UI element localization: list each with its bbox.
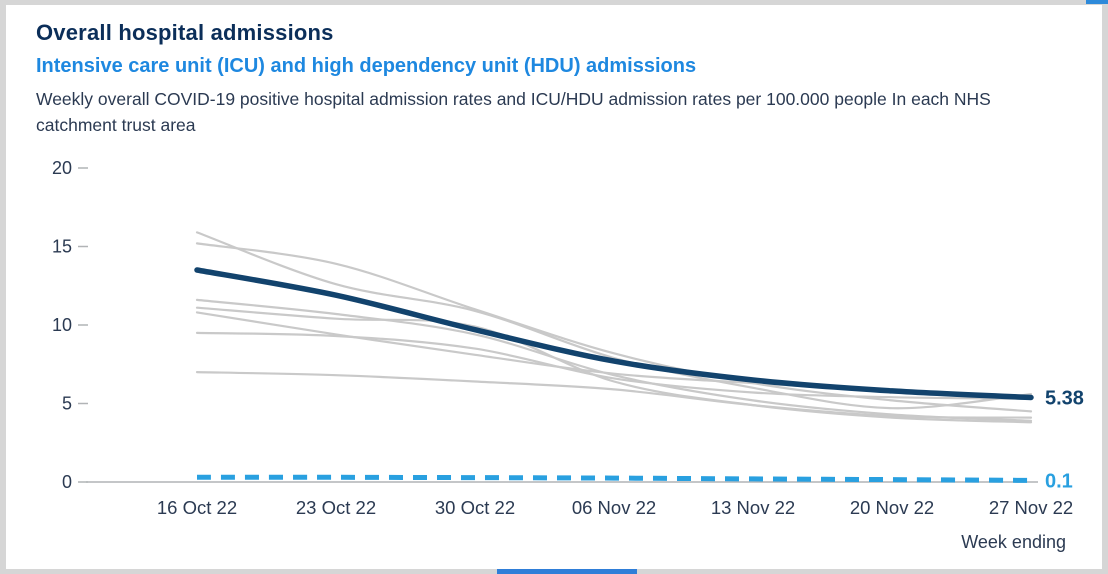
chart-header: Overall hospital admissions Intensive ca… [36,20,1036,139]
y-tick-label: 5 [62,394,72,414]
x-tick-label: 23 Oct 22 [296,497,376,518]
series-trust-area-3 [195,298,1033,422]
y-tick-label: 15 [52,237,72,257]
cropped-ui-fragment-bottom [497,569,637,574]
y-tick-label: 0 [62,472,72,492]
x-tick-label: 27 Nov 22 [989,497,1073,518]
x-tick-label: 06 Nov 22 [572,497,656,518]
chart-description: Weekly overall COVID-19 positive hospita… [36,89,991,136]
x-tick-label: 20 Nov 22 [850,497,934,518]
end-label-overall-admissions: 5.38 [1045,388,1084,410]
chart-card [6,5,1102,569]
x-tick-label: 16 Oct 22 [157,497,237,518]
cropped-ui-fragment-top-right [1086,0,1108,4]
series-icu-hdu-admissions [196,474,1032,483]
series-trust-area-2 [195,242,1033,413]
y-tick-label: 10 [52,315,72,335]
y-tick-label: 20 [52,158,72,178]
x-tick-label: 13 Nov 22 [711,497,795,518]
x-axis-title: Week ending [961,532,1066,552]
series-trust-area-1 [195,231,1033,410]
chart-subtitle: Intensive care unit (ICU) and high depen… [36,55,697,77]
page-title: Overall hospital admissions [36,20,334,45]
x-tick-label: 30 Oct 22 [435,497,515,518]
series-trust-area-7 [195,371,1033,419]
series-trust-area-4 [195,306,1033,424]
end-label-icu-hdu-admissions: 0.1 [1045,470,1073,492]
series-trust-area-6 [195,331,1033,400]
series-overall-admissions [194,267,1034,401]
